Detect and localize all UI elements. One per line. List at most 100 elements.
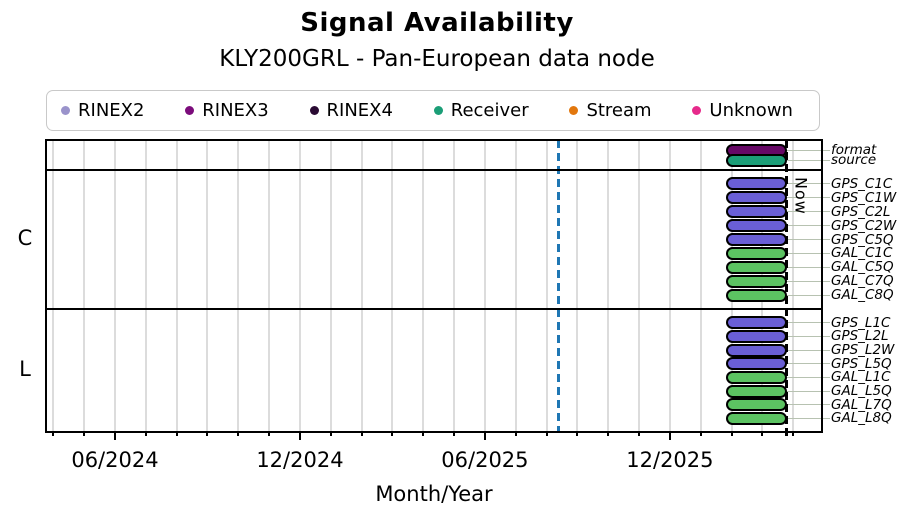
gridline [298,140,301,432]
row-label: GPS_L1C [831,314,891,331]
gridline [607,140,610,432]
legend-dot-icon [692,106,702,115]
legend-entry-unknown: Unknown [692,100,793,121]
row-leader-line [784,239,830,240]
plot-border [45,139,823,433]
x-tick-minor [514,432,517,436]
row-leader-line [784,404,830,406]
row-leader-line [784,159,830,161]
row-leader-line [784,294,830,296]
x-tick-major [668,432,671,440]
row-label: GPS_C1C [831,175,893,192]
row-label: GPS_C5Q [831,231,894,248]
legend-dot-icon [309,106,319,115]
gridline [668,140,671,432]
x-tick-minor [576,432,579,436]
x-tick-minor [237,432,240,436]
legend-dot-icon [185,106,195,115]
x-tick-label: 06/2025 [441,448,529,472]
x-tick-minor [761,432,764,436]
row-label: GAL_C5Q [831,259,894,276]
now-label: Now [791,177,811,215]
legend-label: RINEX4 [326,100,393,121]
gridline [453,140,456,432]
x-tick-minor [730,432,733,436]
gridline [792,140,795,432]
gridline [329,140,332,432]
chart-subtitle: KLY200GRL - Pan-European data node [219,46,655,72]
legend-label: RINEX2 [78,100,145,121]
row-leader-line [784,280,830,282]
reference-line [557,140,561,432]
legend-dot-icon [61,106,70,115]
gridline [83,140,86,432]
row-leader-line [784,252,830,254]
row-label: GPS_C1W [831,189,897,206]
x-tick-major [483,432,486,440]
legend: RINEX2 RINEX3 RINEX4 Receiver Stream Unknown [46,90,820,131]
x-tick-minor [391,432,394,436]
gridline [360,140,363,432]
gridline [483,140,486,432]
gridline [144,140,147,432]
gridline [545,140,548,432]
gridline [175,140,178,432]
gridline [422,140,425,432]
gridline [237,140,240,432]
x-tick-minor [638,432,641,436]
gridline [638,140,641,432]
row-leader-line [784,322,830,324]
x-tick-major [298,432,301,440]
gridline [514,140,517,432]
legend-dot-icon [433,106,443,115]
gridline [206,140,209,432]
row-leader-line [784,335,830,337]
x-tick-minor [206,432,209,436]
legend-label: Stream [586,100,652,121]
x-tick-minor [422,432,425,436]
gridline [576,140,579,432]
x-tick-label: 12/2024 [256,448,344,472]
legend-label: Unknown [709,100,793,121]
x-tick-label: 12/2025 [626,448,714,472]
row-label: GPS_L2W [831,342,895,358]
gridline [113,140,116,432]
row-leader-line [784,211,830,213]
section-divider [46,308,822,310]
row-leader-line [784,363,830,365]
row-leader-line [784,149,830,151]
row-label: GAL_L1C [831,369,891,386]
section-label: L [19,356,31,381]
row-label: source [831,152,877,168]
row-label: GPS_C2L [831,203,891,220]
x-tick-minor [699,432,702,436]
row-leader-line [784,183,830,185]
x-tick-minor [607,432,610,436]
row-leader-line [784,417,830,419]
legend-entry-stream: Stream [569,100,652,121]
row-leader-line [784,225,830,227]
row-label: format [831,142,877,158]
gridline [268,140,271,432]
x-tick-major [113,432,116,440]
x-tick-minor [545,432,548,436]
row-label: GPS_L2L [831,328,889,345]
row-label: GAL_L5Q [831,383,892,399]
chart-title: Signal Availability [300,8,574,38]
legend-entry-receiver: Receiver [433,100,529,121]
x-tick-minor [453,432,456,436]
legend-label: RINEX3 [202,100,269,121]
legend-entry-rinex2: RINEX2 [61,100,144,121]
x-tick-minor [329,432,332,436]
gridline [699,140,702,432]
row-label: GPS_C2W [831,217,897,234]
row-label: GAL_L7Q [831,396,892,413]
x-tick-minor [175,432,178,436]
legend-label: Receiver [450,100,529,121]
section-divider [46,169,822,171]
gridline [52,140,55,432]
x-tick-minor [83,432,86,436]
row-label: GPS_L5Q [831,355,892,372]
